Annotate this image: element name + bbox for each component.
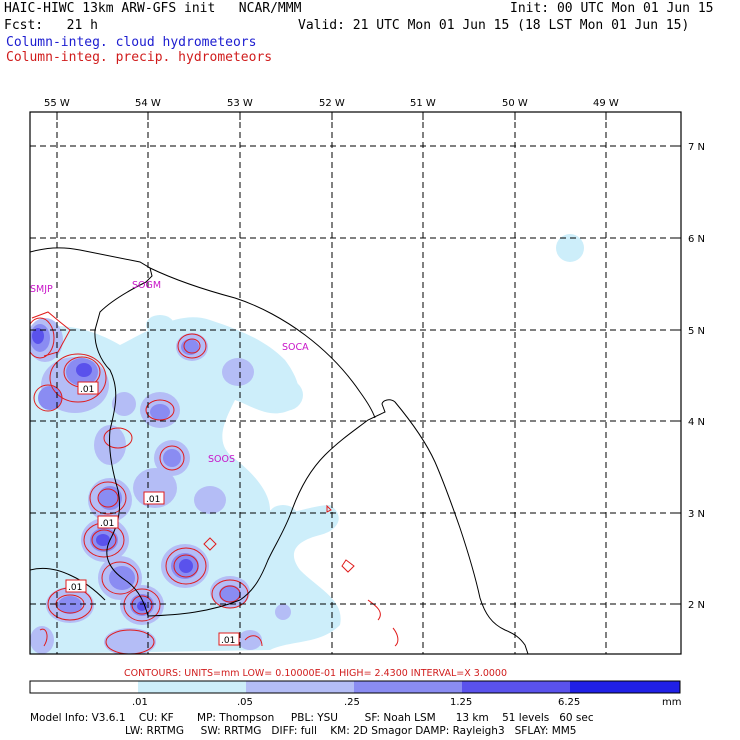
lon-label: 49 W xyxy=(593,98,619,109)
field-precip-label: Column-integ. precip. hydrometeors xyxy=(6,50,273,65)
station-label-smjp: SMJP xyxy=(30,284,53,295)
station-labels: SMJP SOGM SOCA SOOS xyxy=(30,280,309,465)
lat-label: 6 N xyxy=(688,234,705,245)
valid-time: Valid: 21 UTC Mon 01 Jun 15 (18 LST Mon … xyxy=(298,18,690,33)
model-info-line1: Model Info: V3.6.1 CU: KF MP: Thompson P… xyxy=(30,712,594,724)
map-frame xyxy=(29,111,682,655)
lon-label: 50 W xyxy=(502,98,528,109)
lon-label: 52 W xyxy=(319,98,345,109)
colorbar-bin xyxy=(354,681,462,693)
colorbar-tick: .25 xyxy=(344,697,360,708)
lat-label: 2 N xyxy=(688,600,705,611)
lon-label: 54 W xyxy=(135,98,161,109)
graticule xyxy=(30,112,681,654)
colorbar: .01 .05 .25 1.25 6.25 mm xyxy=(29,680,681,708)
lat-labels: 7 N 6 N 5 N 4 N 3 N 2 N xyxy=(688,142,705,611)
station-label-soca: SOCA xyxy=(282,342,309,353)
contours-info: CONTOURS: UNITS=mm LOW= 0.10000E-01 HIGH… xyxy=(124,668,507,679)
title-left: HAIC-HIWC 13km ARW-GFS init NCAR/MMM xyxy=(4,1,302,16)
colorbar-tick: .05 xyxy=(237,697,253,708)
contour-label: .01 xyxy=(146,495,160,505)
coastline xyxy=(30,247,529,654)
colorbar-bin xyxy=(462,681,570,693)
model-info-line2: LW: RRTMG SW: RRTMG DIFF: full KM: 2D Sm… xyxy=(125,725,577,737)
contour-label: .01 xyxy=(68,583,82,593)
colorbar-bin xyxy=(246,681,354,693)
precip-contours xyxy=(30,311,399,654)
colorbar-tick: 6.25 xyxy=(558,697,580,708)
lon-label: 53 W xyxy=(227,98,253,109)
colorbar-bin xyxy=(138,681,246,693)
station-label-sogm: SOGM xyxy=(132,280,161,291)
lat-label: 7 N xyxy=(688,142,705,153)
contour-label: .01 xyxy=(80,385,94,395)
colorbar-bin xyxy=(30,681,138,693)
init-time: Init: 00 UTC Mon 01 Jun 15 xyxy=(510,1,714,16)
lon-labels: 55 W 54 W 53 W 52 W 51 W 50 W 49 W xyxy=(44,98,619,109)
station-label-soos: SOOS xyxy=(208,454,235,465)
colorbar-tick: .01 xyxy=(132,697,148,708)
frame-ticks xyxy=(56,112,681,605)
colorbar-unit: mm xyxy=(662,697,681,708)
contour-label: .01 xyxy=(221,636,235,646)
lat-label: 4 N xyxy=(688,417,705,428)
contour-label: .01 xyxy=(100,519,114,529)
forecast-hour: Fcst: 21 h xyxy=(4,18,98,33)
colorbar-tick: 1.25 xyxy=(450,697,472,708)
field-cloud-label: Column-integ. cloud hydrometeors xyxy=(6,35,257,50)
lon-label: 51 W xyxy=(410,98,436,109)
lat-label: 5 N xyxy=(688,326,705,337)
lon-label: 55 W xyxy=(44,98,70,109)
contour-value-labels: .01 .01 .01 .01 .01 xyxy=(65,381,240,646)
colorbar-bin xyxy=(570,681,680,693)
hydrometeor-fill xyxy=(30,234,584,654)
lat-label: 3 N xyxy=(688,509,705,520)
